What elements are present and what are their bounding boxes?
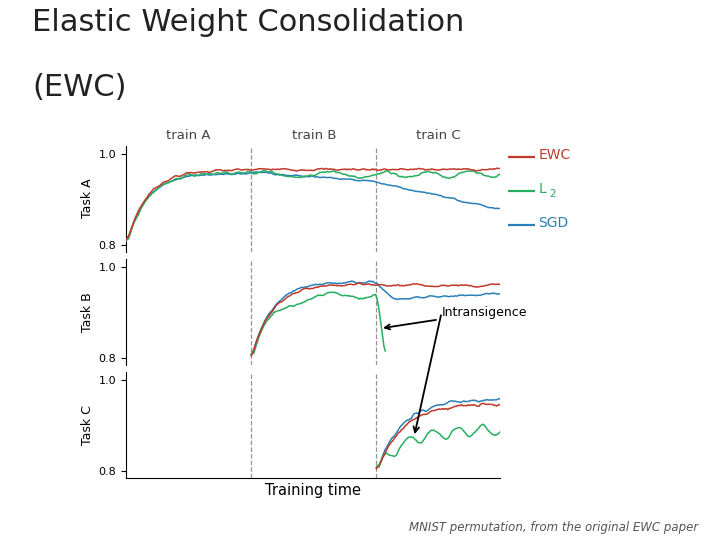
Text: train B: train B bbox=[292, 129, 336, 141]
Text: train C: train C bbox=[416, 129, 461, 141]
X-axis label: Training time: Training time bbox=[265, 483, 361, 498]
Text: L: L bbox=[539, 182, 546, 196]
Y-axis label: Task C: Task C bbox=[81, 405, 94, 445]
Y-axis label: Task B: Task B bbox=[81, 292, 94, 332]
Text: Elastic Weight Consolidation: Elastic Weight Consolidation bbox=[32, 8, 465, 37]
Text: SGD: SGD bbox=[539, 216, 569, 230]
Text: MNIST permutation, from the original EWC paper: MNIST permutation, from the original EWC… bbox=[409, 521, 698, 534]
Text: EWC: EWC bbox=[539, 148, 571, 162]
Text: train A: train A bbox=[166, 129, 211, 141]
Text: 2: 2 bbox=[549, 190, 556, 199]
Text: Intransigence: Intransigence bbox=[385, 306, 527, 329]
Text: (EWC): (EWC) bbox=[32, 73, 127, 102]
Y-axis label: Task A: Task A bbox=[81, 179, 94, 219]
